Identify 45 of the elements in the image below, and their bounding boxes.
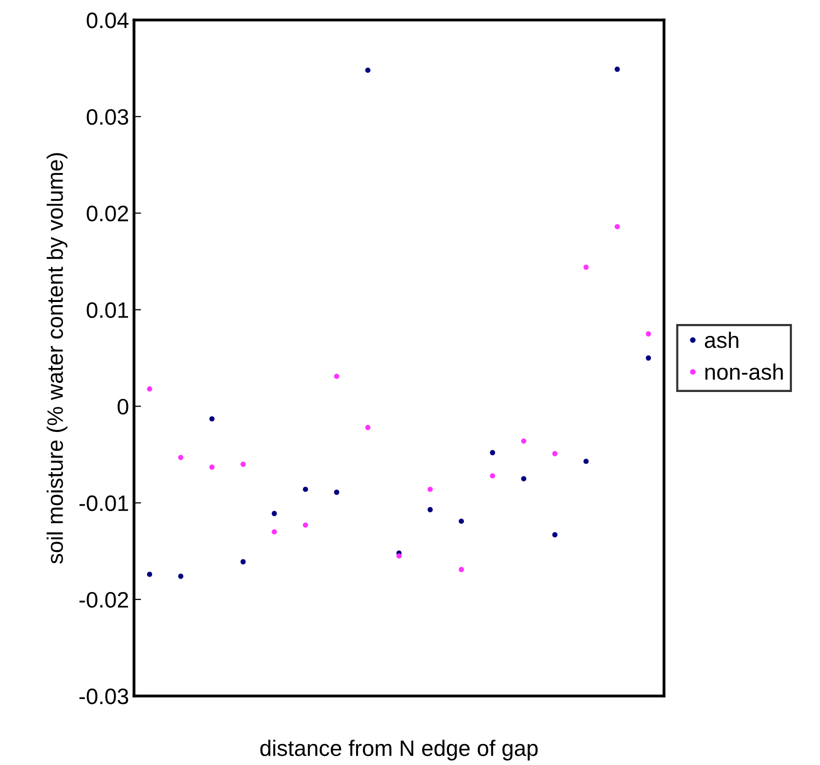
y-tick-label: 0.02 bbox=[86, 206, 128, 222]
point bbox=[334, 374, 340, 379]
y-tick-label: 0 bbox=[118, 398, 128, 415]
y-tick-label: 0.04 bbox=[86, 12, 128, 28]
point bbox=[428, 507, 433, 512]
x-axis-title: distance from N edge of gap bbox=[260, 740, 538, 760]
point bbox=[521, 438, 526, 444]
point bbox=[240, 462, 246, 467]
point bbox=[458, 566, 464, 572]
point bbox=[178, 454, 184, 460]
y-tick-label: 0.03 bbox=[86, 109, 128, 125]
point bbox=[552, 451, 558, 456]
y-tick-label: -0.03 bbox=[79, 688, 128, 704]
point bbox=[583, 264, 589, 270]
point bbox=[146, 572, 152, 577]
point bbox=[521, 476, 526, 482]
y-tick-label: -0.02 bbox=[79, 592, 128, 608]
point bbox=[614, 224, 620, 230]
legend-label: non-ash bbox=[705, 364, 783, 380]
point bbox=[240, 559, 246, 564]
point bbox=[209, 416, 215, 422]
point bbox=[646, 331, 652, 336]
point bbox=[178, 574, 184, 579]
point bbox=[365, 424, 370, 430]
point bbox=[490, 450, 496, 456]
point bbox=[583, 458, 589, 464]
point bbox=[209, 464, 215, 470]
point bbox=[334, 490, 340, 495]
point bbox=[614, 66, 620, 72]
point bbox=[146, 386, 152, 392]
y-axis-title: soil moisture (% water content by volume) bbox=[46, 153, 68, 564]
point bbox=[365, 68, 370, 73]
point bbox=[428, 486, 433, 492]
point bbox=[302, 522, 308, 528]
point bbox=[552, 532, 558, 538]
point bbox=[646, 355, 652, 361]
y-tick-label: -0.01 bbox=[79, 495, 128, 512]
legend-label: ash bbox=[704, 332, 738, 348]
point bbox=[396, 553, 402, 559]
point bbox=[272, 529, 277, 534]
y-tick-label: 0.01 bbox=[86, 302, 128, 318]
point bbox=[272, 510, 277, 516]
point bbox=[490, 473, 496, 478]
point bbox=[302, 486, 308, 492]
point bbox=[458, 518, 464, 524]
